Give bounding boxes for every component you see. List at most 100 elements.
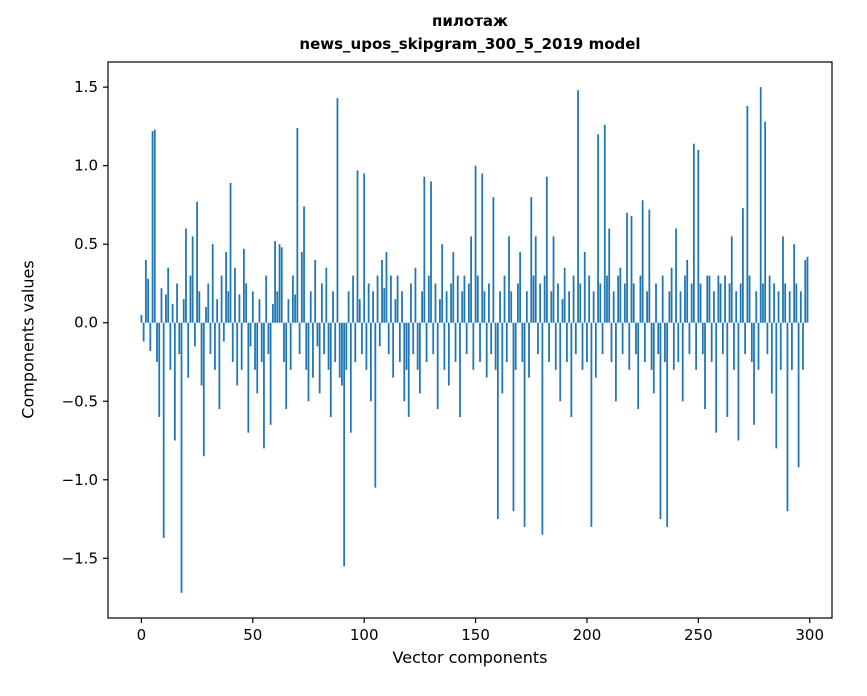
bar: [501, 322, 504, 394]
x-tick-label: 50: [243, 626, 262, 644]
bar: [496, 322, 499, 520]
bar: [343, 322, 346, 567]
bar: [459, 322, 461, 417]
x-tick-label: 150: [461, 626, 490, 644]
bar: [358, 299, 361, 323]
x-tick-label: 200: [573, 626, 602, 644]
bar: [401, 291, 403, 323]
bar: [247, 322, 250, 433]
bar: [365, 322, 368, 370]
bar: [733, 322, 735, 370]
bar: [759, 87, 762, 323]
bar: [692, 143, 695, 323]
bar: [610, 322, 613, 362]
bar: [178, 322, 181, 355]
bar: [637, 322, 640, 410]
axes-border: [107, 61, 833, 619]
bar: [202, 322, 205, 457]
bar: [757, 322, 760, 370]
bar: [243, 248, 245, 323]
bar: [274, 241, 276, 323]
bar: [167, 267, 170, 323]
bar: [287, 299, 290, 323]
bar: [341, 322, 343, 386]
bar: [240, 322, 243, 370]
bar: [510, 291, 513, 323]
bar: [697, 149, 700, 323]
bar: [581, 322, 584, 370]
bar: [603, 124, 606, 323]
bar: [296, 127, 299, 323]
bar: [320, 283, 323, 323]
bar: [744, 322, 747, 355]
bar: [530, 197, 533, 323]
bar: [412, 322, 415, 355]
bar: [804, 259, 807, 323]
bar: [196, 201, 198, 323]
bar: [742, 208, 744, 323]
y-tick-label: −1.5: [62, 549, 98, 567]
bar: [786, 322, 789, 512]
chart-title: пилотаж news_upos_skipgram_300_5_2019 mo…: [108, 10, 832, 55]
bar: [334, 322, 337, 362]
bar: [695, 322, 697, 370]
bar: [367, 283, 370, 323]
bar: [788, 291, 791, 323]
bar: [659, 322, 662, 520]
bar: [490, 322, 493, 355]
bar: [332, 291, 334, 323]
bar: [672, 322, 675, 370]
bar: [646, 291, 648, 323]
bar: [200, 322, 203, 386]
bar: [561, 299, 564, 323]
chart-title-model: news_upos_skipgram_300_5_2019 model: [299, 34, 641, 53]
bar: [666, 322, 669, 527]
bar: [512, 322, 515, 512]
bar: [387, 322, 390, 355]
bar: [356, 170, 359, 323]
bar: [717, 275, 720, 323]
bar: [381, 259, 383, 323]
bar: [294, 294, 297, 323]
bar: [677, 322, 680, 362]
bar: [563, 267, 566, 323]
bars-group: [140, 87, 809, 593]
x-tick-label: 100: [350, 626, 379, 644]
bar: [726, 322, 729, 417]
bar: [775, 322, 778, 449]
bar: [394, 299, 397, 323]
x-tick-label: 0: [137, 626, 147, 644]
bar: [764, 121, 767, 323]
bar: [635, 322, 637, 355]
bar: [238, 294, 241, 323]
bar: [748, 275, 751, 323]
bar: [372, 291, 374, 323]
bar: [541, 322, 544, 535]
bar: [782, 236, 784, 323]
bar: [265, 275, 268, 323]
bar: [485, 322, 488, 378]
bar: [198, 291, 201, 323]
bar: [378, 322, 381, 347]
bar: [721, 322, 724, 355]
bar: [361, 322, 363, 355]
bar: [140, 314, 143, 323]
bar: [619, 267, 622, 323]
bar: [454, 322, 457, 362]
bar: [623, 283, 626, 323]
bar: [441, 244, 444, 323]
bar: [768, 275, 771, 323]
bar: [173, 322, 176, 441]
bar: [655, 283, 657, 323]
bar: [735, 291, 738, 323]
bar: [730, 236, 733, 323]
bar: [153, 129, 156, 323]
bar: [398, 322, 401, 362]
bar: [436, 322, 439, 410]
bar: [583, 252, 586, 323]
bar: [292, 275, 294, 323]
bar: [472, 322, 475, 370]
bar: [688, 322, 691, 355]
bar: [652, 322, 655, 394]
